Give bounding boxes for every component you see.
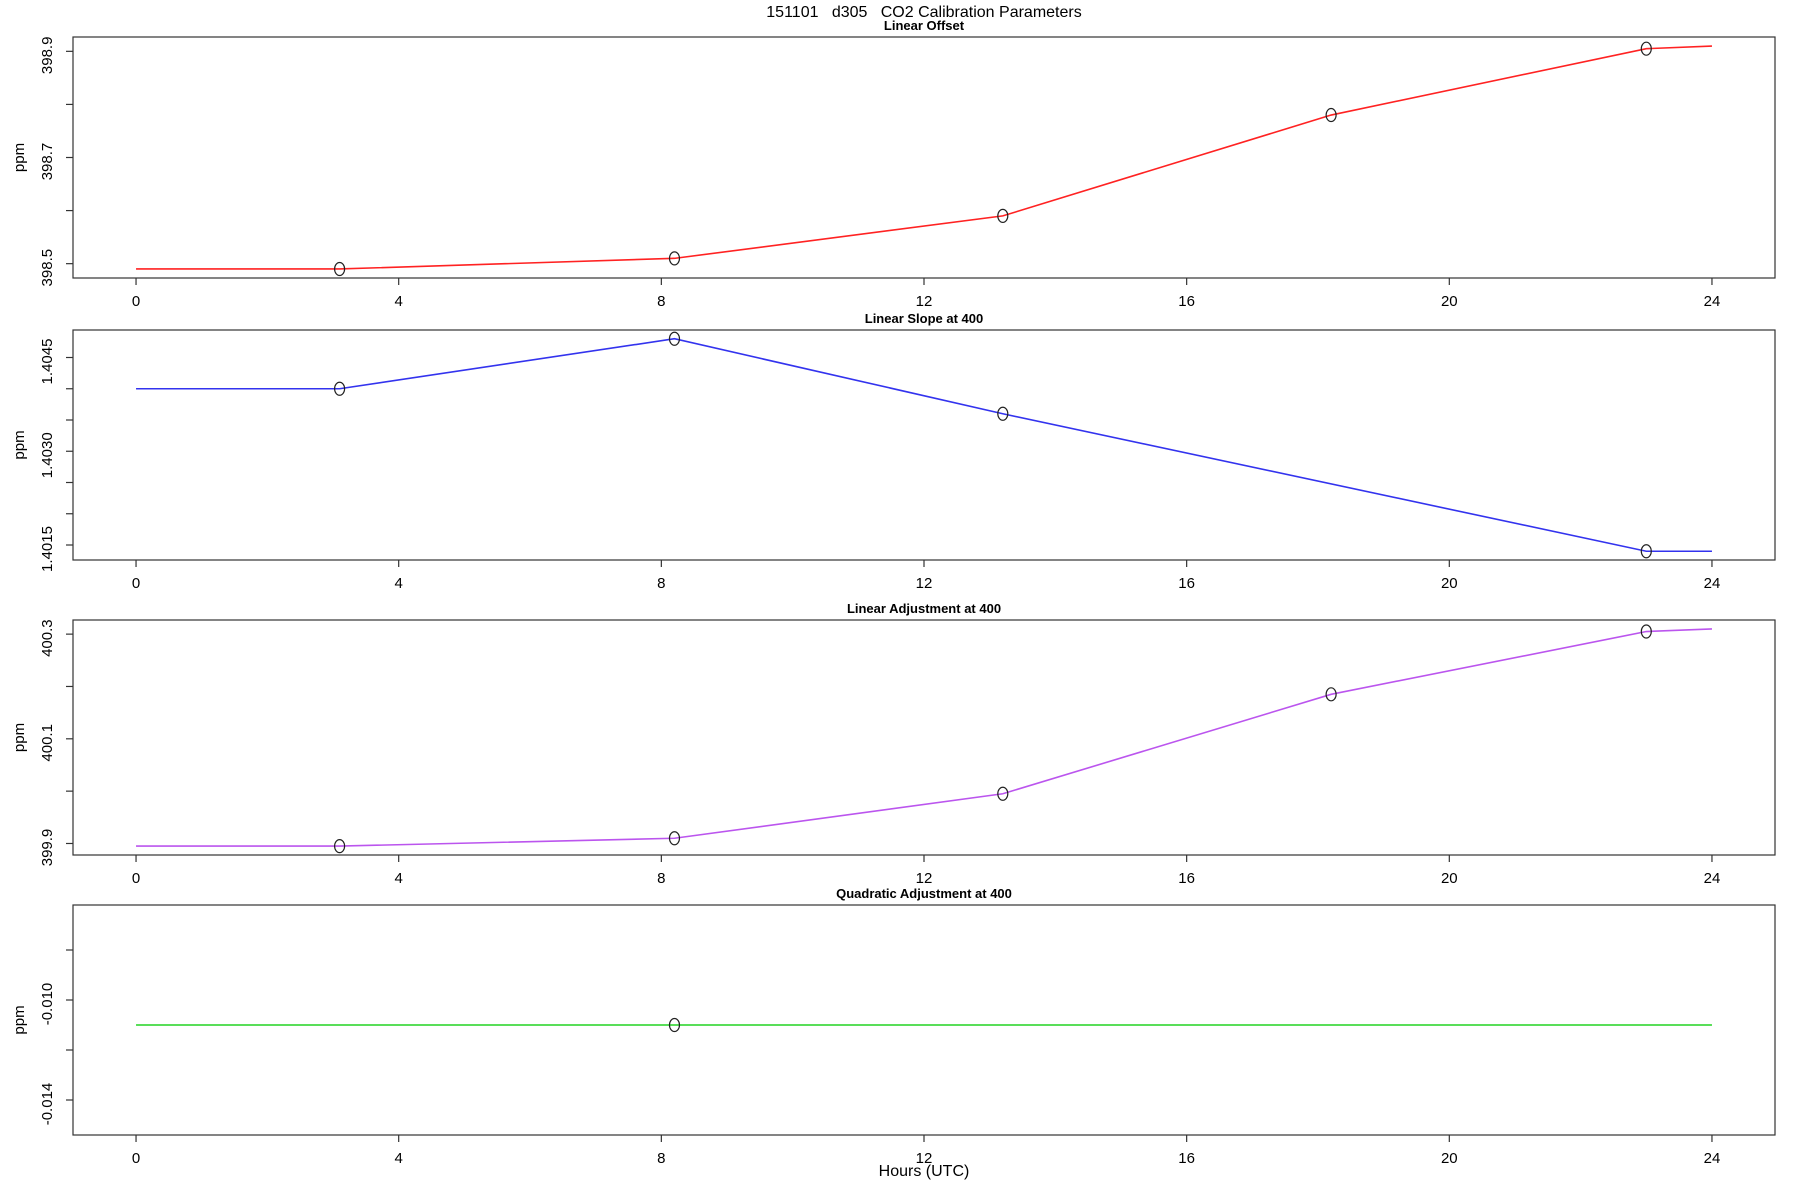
x-axis-title: Hours (UTC) [878, 1163, 970, 1180]
data-line [136, 45, 1712, 270]
data-line [136, 628, 1712, 847]
x-tick-label: 20 [1441, 870, 1458, 887]
data-point [1640, 544, 1652, 559]
panel-quadratic-adjustment: Quadratic Adjustment at 400 -0.014 -0.010 p… [0, 885, 1800, 1195]
data-point [1325, 107, 1337, 123]
chart-title: 151101 d305 CO2 Calibration Parameters [766, 4, 1082, 21]
plot-box [72, 619, 1776, 856]
x-tick-label: 8 [657, 575, 665, 592]
y-tick-label: 1.4030 [39, 432, 56, 478]
panel-svg: Linear Adjustment at 400 399.9 400.1 400.3 p… [11, 601, 1776, 887]
data-point [1640, 41, 1652, 56]
y-axis-label: ppm [11, 143, 28, 172]
data-point [668, 1017, 681, 1033]
y-axis-label: ppm [11, 1005, 28, 1034]
x-tick-label: 12 [916, 1150, 933, 1167]
x-tick-label: 24 [1704, 1150, 1721, 1167]
x-tick-label: 8 [657, 870, 665, 887]
data-point [333, 839, 346, 854]
x-tick-label: 12 [916, 575, 933, 592]
x-tick-label: 16 [1178, 293, 1195, 310]
x-tick-label: 8 [657, 1150, 665, 1167]
y-tick-label: 400.1 [39, 724, 56, 762]
data-line [136, 337, 1712, 553]
y-tick-label: -0.010 [39, 983, 56, 1026]
x-tick-label: 4 [395, 575, 403, 592]
data-point [668, 251, 681, 266]
panel-svg: Linear Offset 398.5 398.7 398.9 ppm 0 4 8 12 16 20… [11, 18, 1776, 310]
panel-linear-slope: Linear Slope at 400 1.4015 1.4030 1.4045 ppm… [0, 310, 1800, 620]
panel-linear-offset: Linear Offset 398.5 398.7 398.9 ppm 0 4 8 12 16 20… [0, 17, 1800, 338]
x-tick-label: 16 [1178, 1150, 1195, 1167]
x-tick-label: 4 [395, 1150, 403, 1167]
x-tick-label: 0 [132, 1150, 140, 1167]
y-tick-label: 1.4045 [39, 339, 56, 385]
data-point [997, 208, 1009, 223]
data-point [1325, 687, 1337, 702]
x-tick-label: 24 [1704, 870, 1721, 887]
y-tick-label: 398.5 [39, 249, 56, 287]
panel-title: Linear Slope at 400 [865, 311, 984, 326]
panel-title: Linear Adjustment at 400 [847, 601, 1001, 616]
panel-title: Linear Offset [884, 18, 965, 33]
x-tick-label: 0 [132, 870, 140, 887]
y-tick-label: 1.4015 [39, 526, 56, 572]
x-tick-label: 20 [1441, 575, 1458, 592]
data-point [668, 331, 681, 346]
plot-box [72, 904, 1776, 1136]
x-tick-label: 12 [916, 293, 933, 310]
y-tick-label: 398.7 [39, 143, 56, 181]
plot-box [72, 36, 1776, 279]
data-point [668, 831, 681, 846]
x-tick-label: 20 [1441, 1150, 1458, 1167]
y-axis-label: ppm [11, 723, 28, 752]
panel-title: Quadratic Adjustment at 400 [836, 886, 1012, 901]
data-point [333, 261, 346, 277]
plot-box [72, 329, 1776, 561]
y-tick-label: 399.9 [39, 829, 56, 867]
data-point [1640, 624, 1652, 639]
x-tick-label: 4 [395, 870, 403, 887]
y-tick-label: 400.3 [39, 619, 56, 657]
data-point [997, 786, 1009, 801]
x-tick-label: 0 [132, 575, 140, 592]
data-point [997, 406, 1009, 421]
panel-linear-adjustment: Linear Adjustment at 400 399.9 400.1 400.3 p… [0, 600, 1800, 915]
x-tick-label: 8 [657, 293, 665, 310]
y-axis-label: ppm [11, 430, 28, 459]
x-tick-label: 24 [1704, 293, 1721, 310]
panel-svg: Linear Slope at 400 1.4015 1.4030 1.4045 ppm… [11, 311, 1776, 592]
x-tick-label: 20 [1441, 293, 1458, 310]
x-tick-label: 16 [1178, 575, 1195, 592]
x-tick-label: 0 [132, 293, 140, 310]
panel-svg: Quadratic Adjustment at 400 -0.014 -0.010 p… [11, 886, 1776, 1167]
y-tick-label: -0.014 [39, 1083, 56, 1126]
y-tick-label: 398.9 [39, 37, 56, 75]
x-tick-label: 12 [916, 870, 933, 887]
x-tick-label: 24 [1704, 575, 1721, 592]
x-tick-label: 16 [1178, 870, 1195, 887]
data-point [333, 381, 346, 396]
x-tick-label: 4 [395, 293, 403, 310]
